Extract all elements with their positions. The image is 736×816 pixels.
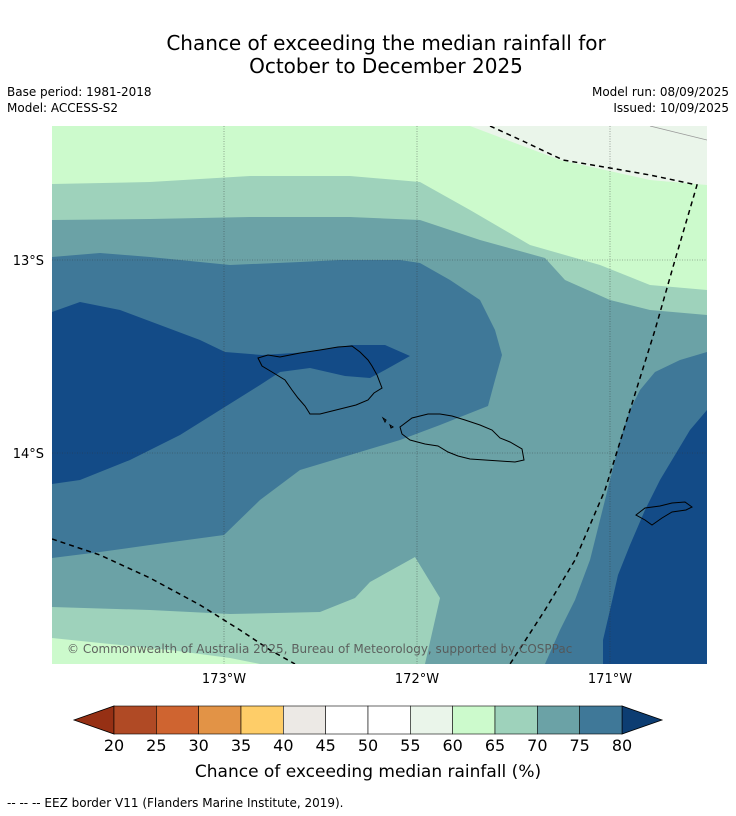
colorbar-tick-label-20: 20 <box>104 736 124 755</box>
band-65-70-south <box>52 557 440 664</box>
colorbar-tick-label-45: 45 <box>315 736 335 755</box>
manono-island <box>381 416 394 429</box>
colorbar-tick-label-75: 75 <box>569 736 589 755</box>
meta-left: Base period: 1981-2018 Model: ACCESS-S2 <box>7 84 152 116</box>
colorbar-extend-above <box>621 705 664 735</box>
colorbar-segment-40-45 <box>283 705 326 735</box>
colorbar-segment-30-35 <box>198 705 242 735</box>
base-period: Base period: 1981-2018 <box>7 85 152 99</box>
copyright-text: © Commonwealth of Australia 2025, Bureau… <box>67 642 572 656</box>
band-80-plus-east <box>603 410 707 664</box>
colorbar-tick-label-70: 70 <box>527 736 547 755</box>
lon-label-171: 171°W <box>588 672 632 687</box>
colorbar-tick-label-25: 25 <box>146 736 166 755</box>
colorbar-tick-label-40: 40 <box>273 736 293 755</box>
colorbar-segment-50-55 <box>367 705 411 735</box>
colorbar-segment-35-40 <box>240 705 284 735</box>
colorbar-segment-70-75 <box>537 705 580 735</box>
colorbar-tick-label-80: 80 <box>612 736 632 755</box>
title-line-1: Chance of exceeding the median rainfall … <box>166 31 606 55</box>
page-title: Chance of exceeding the median rainfall … <box>0 32 736 78</box>
colorbar-tick-label-65: 65 <box>485 736 505 755</box>
colorbar-extend-below <box>72 705 115 735</box>
colorbar-tick-label-60: 60 <box>442 736 462 755</box>
colorbar-tick-label-35: 35 <box>231 736 251 755</box>
colorbar-segment-45-50 <box>325 705 369 735</box>
upolu-island <box>399 413 525 463</box>
colorbar-segment-55-60 <box>410 705 453 735</box>
colorbar-segment-65-70 <box>494 705 538 735</box>
colorbar-label: Chance of exceeding median rainfall (%) <box>194 762 542 782</box>
model-run: Model run: 08/09/2025 <box>591 85 729 99</box>
eez-footnote: -- -- -- EEZ border V11 (Flanders Marine… <box>7 796 344 810</box>
savaii-island <box>257 345 383 415</box>
band-60-65-south <box>52 638 260 664</box>
eez-border-southwest <box>52 538 296 664</box>
colorbar: 20 25 30 35 40 45 50 55 60 65 70 75 80 <box>72 705 664 755</box>
gridlines <box>52 126 707 664</box>
colorbar-tick-label-30: 30 <box>188 736 208 755</box>
band-80-plus-west <box>52 302 410 484</box>
colorbar-segment-20-25 <box>113 705 157 735</box>
lat-label-14: 14°S <box>13 447 44 462</box>
colorbar-tick-label-50: 50 <box>358 736 378 755</box>
tutuila-island <box>635 501 693 526</box>
lon-label-173: 173°W <box>202 672 246 687</box>
title-line-2: October to December 2025 <box>249 54 523 78</box>
contour-fill-group <box>52 126 707 664</box>
lon-label-172: 172°W <box>395 672 439 687</box>
colorbar-segment-75-80 <box>579 705 623 735</box>
colorbar-segment-25-30 <box>156 705 199 735</box>
model-name: Model: ACCESS-S2 <box>7 101 119 115</box>
colorbar-tick-label-55: 55 <box>400 736 420 755</box>
eez-border-northeast-edge <box>649 126 707 141</box>
issued-date: Issued: 10/09/2025 <box>613 101 729 115</box>
colorbar-segment-60-65 <box>452 705 496 735</box>
lat-label-13: 13°S <box>13 254 44 269</box>
meta-right: Model run: 08/09/2025 Issued: 10/09/2025 <box>592 84 729 116</box>
